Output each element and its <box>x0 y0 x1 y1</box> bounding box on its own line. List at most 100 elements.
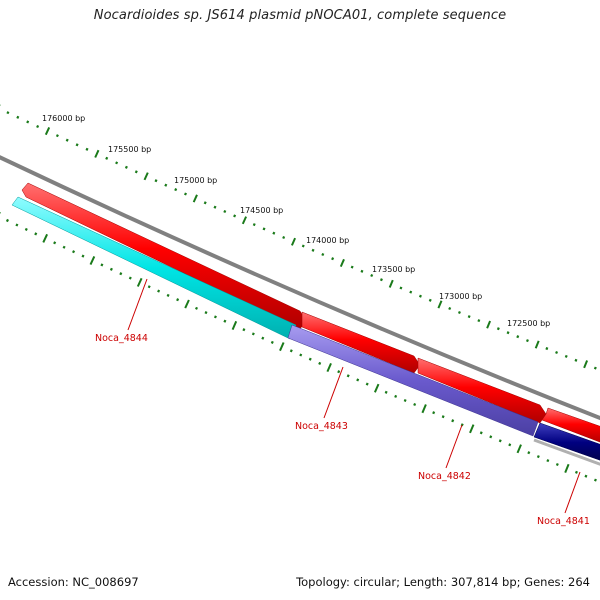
outer-minor-tick <box>16 115 20 119</box>
outer-minor-tick <box>183 192 188 196</box>
outer-minor-tick <box>525 339 529 343</box>
inner-minor-tick <box>508 443 512 447</box>
inner-minor-tick <box>223 319 227 323</box>
inner-minor-tick <box>384 390 388 394</box>
map-title: Nocardioides sp. JS614 plasmid pNOCA01, … <box>93 8 507 23</box>
outer-minor-tick <box>370 273 374 278</box>
tick-label-173000: 173000 bp <box>439 292 482 301</box>
outer-major-tick <box>143 172 149 181</box>
accession-text: Accession: NC_008697 <box>8 575 139 589</box>
inner-minor-tick <box>53 241 57 245</box>
inner-minor-tick <box>24 227 28 231</box>
backbone-outer-line <box>0 155 600 421</box>
inner-major-tick <box>421 404 427 414</box>
tick-label-175500: 175500 bp <box>108 145 151 154</box>
inner-minor-tick <box>479 431 483 435</box>
inner-minor-tick <box>100 263 104 267</box>
gene-label-noca-4841[interactable]: Noca_4841 <box>537 516 590 527</box>
inner-minor-tick <box>109 267 113 271</box>
outer-minor-tick <box>75 143 79 147</box>
outer-minor-tick <box>555 350 559 355</box>
inner-major-tick <box>279 342 285 352</box>
outer-minor-tick <box>65 138 69 142</box>
outer-minor-tick <box>379 278 383 282</box>
inner-minor-tick <box>365 382 369 386</box>
leader-line-noca-4843 <box>323 366 344 419</box>
outer-minor-tick <box>282 235 286 240</box>
outer-minor-tick <box>115 161 119 165</box>
inner-minor-tick <box>128 276 132 280</box>
outer-minor-tick <box>154 179 158 183</box>
inner-minor-tick <box>536 455 540 459</box>
inner-major-tick <box>326 362 332 373</box>
inner-minor-tick <box>546 459 550 463</box>
outer-minor-tick <box>428 298 432 302</box>
inner-minor-tick <box>147 285 151 289</box>
inner-minor-tick <box>195 306 198 310</box>
outer-major-tick <box>44 126 51 136</box>
inner-minor-tick <box>394 394 398 398</box>
outer-minor-tick <box>55 134 59 138</box>
outer-minor-tick <box>124 165 128 169</box>
outer-tick-marks <box>0 104 597 370</box>
outer-minor-tick <box>6 111 10 115</box>
outer-minor-tick <box>26 120 30 124</box>
inner-major-tick <box>516 444 522 454</box>
reverse-strand-track <box>11 196 600 466</box>
inner-minor-tick <box>555 462 559 467</box>
inner-minor-tick <box>441 415 445 419</box>
inner-minor-tick <box>62 245 66 249</box>
forward-strand-track <box>21 182 600 443</box>
outer-minor-tick <box>516 335 520 339</box>
reverse-gene-noca-4841 <box>533 422 600 461</box>
outer-minor-tick <box>203 201 207 205</box>
forward-gene-arrow <box>21 182 307 330</box>
outer-major-tick <box>388 279 394 288</box>
inner-minor-tick <box>299 353 303 357</box>
outer-minor-tick <box>301 244 305 248</box>
gene-label-noca-4844[interactable]: Noca_4844 <box>95 333 148 344</box>
outer-major-tick <box>437 300 443 309</box>
outer-minor-tick <box>223 209 227 214</box>
outer-major-tick <box>339 258 345 268</box>
gene-label-leaders <box>127 278 581 514</box>
outer-minor-tick <box>164 183 168 187</box>
reverse-gene-noca-4843 <box>287 324 539 437</box>
outer-minor-tick <box>564 354 568 358</box>
inner-minor-tick <box>318 361 322 365</box>
backbone-inner-line <box>533 438 600 466</box>
outer-minor-tick <box>311 248 315 252</box>
outer-major-tick <box>583 360 589 369</box>
outer-minor-tick <box>262 227 266 231</box>
inner-tick-marks <box>0 211 597 482</box>
topology-summary-text: Topology: circular; Length: 307,814 bp; … <box>296 575 590 589</box>
inner-minor-tick <box>498 439 502 443</box>
outer-minor-tick <box>213 205 217 209</box>
gene-label-noca-4842[interactable]: Noca_4842 <box>418 471 471 482</box>
inner-minor-tick <box>242 328 246 332</box>
outer-minor-tick <box>399 286 403 290</box>
forward-gene-arrow <box>541 407 600 443</box>
outer-major-tick <box>486 320 492 329</box>
outer-minor-tick <box>134 170 138 174</box>
inner-minor-tick <box>527 451 531 455</box>
outer-minor-tick <box>477 319 481 323</box>
outer-minor-tick <box>467 315 471 319</box>
outer-major-tick <box>534 340 540 349</box>
inner-major-tick <box>136 277 143 287</box>
inner-major-tick <box>564 463 570 473</box>
outer-minor-tick <box>36 124 40 129</box>
inner-minor-tick <box>157 289 161 293</box>
inner-minor-tick <box>72 250 76 254</box>
outer-minor-tick <box>272 231 276 235</box>
outer-minor-tick <box>506 331 510 335</box>
inner-minor-tick <box>34 232 38 236</box>
tick-label-175000: 175000 bp <box>174 176 217 185</box>
outer-minor-tick <box>85 147 89 151</box>
outer-minor-tick <box>105 156 109 160</box>
tick-label-172500: 172500 bp <box>507 319 550 328</box>
gene-label-noca-4843[interactable]: Noca_4843 <box>295 421 348 432</box>
inner-minor-tick <box>81 254 85 258</box>
